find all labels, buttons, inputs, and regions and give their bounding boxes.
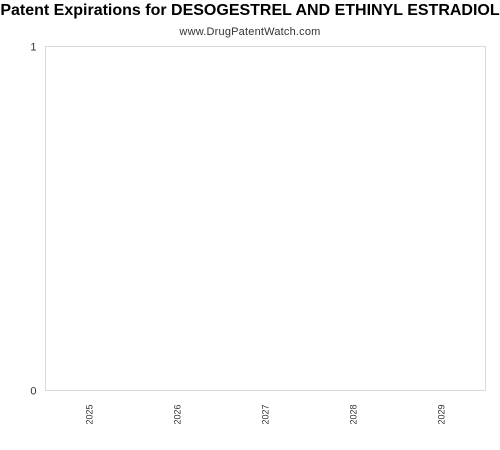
x-tick-label-2026: 2026 bbox=[173, 405, 183, 425]
x-tick-label-2028: 2028 bbox=[349, 405, 359, 425]
plot-area-border bbox=[45, 46, 486, 391]
y-axis: 01 bbox=[30, 42, 36, 398]
y-tick-label-0: 0 bbox=[30, 386, 36, 398]
x-tick-label-2027: 2027 bbox=[261, 405, 271, 425]
x-axis: 2025 2026 2027 2028 2029 bbox=[85, 405, 447, 425]
x-tick-label-2025: 2025 bbox=[85, 405, 95, 425]
chart-title: Patent Expirations for DESOGESTREL AND E… bbox=[0, 2, 500, 19]
y-tick-label-1: 1 bbox=[30, 42, 36, 54]
x-tick-label-2029: 2029 bbox=[437, 405, 447, 425]
chart-subtitle: www.DrugPatentWatch.com bbox=[179, 26, 321, 38]
